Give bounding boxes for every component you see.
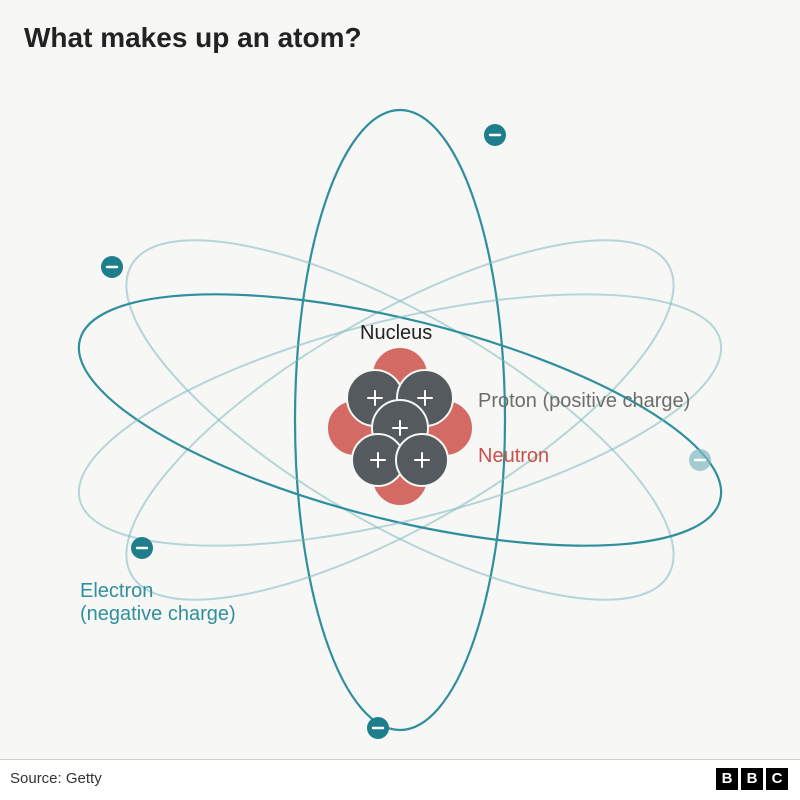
bbc-logo: B B C: [716, 768, 788, 790]
infographic-container: What makes up an atom? Nucleus Proton (po…: [0, 0, 800, 800]
bbc-block-1: B: [716, 768, 738, 790]
diagram-label: Electron (negative charge): [80, 580, 236, 626]
nucleus-layer: [327, 347, 473, 506]
bbc-block-3: C: [766, 768, 788, 790]
page-title: What makes up an atom?: [24, 22, 362, 54]
diagram-label: Neutron: [478, 445, 549, 468]
source-label: Source: Getty: [10, 770, 102, 787]
diagram-label: Nucleus: [360, 322, 432, 345]
footer: Source: Getty B B C: [0, 759, 800, 800]
bbc-block-2: B: [741, 768, 763, 790]
diagram-label: Proton (positive charge): [478, 390, 690, 413]
